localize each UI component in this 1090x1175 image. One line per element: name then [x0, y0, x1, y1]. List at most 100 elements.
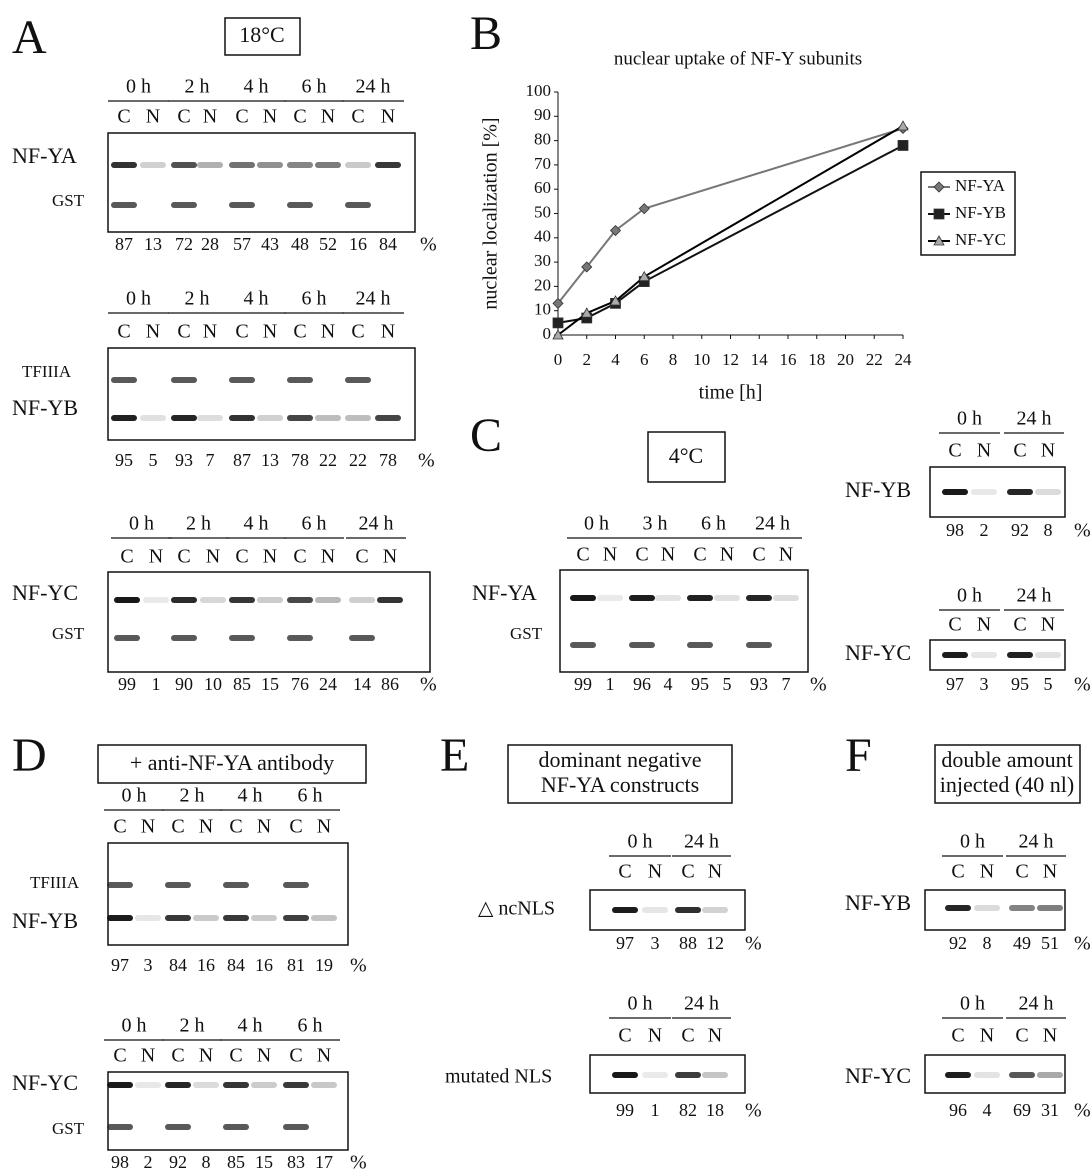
lane-label: N — [199, 816, 213, 838]
percent-unit: % — [1074, 520, 1090, 542]
lane-label: C — [948, 440, 961, 462]
lane-label: C — [635, 544, 648, 566]
time-label: 0 h — [122, 1015, 147, 1037]
x-tick-label: 8 — [669, 350, 678, 369]
lane-label: C — [229, 816, 242, 838]
band — [287, 597, 313, 603]
blot-frame — [108, 348, 415, 440]
control-band — [223, 882, 249, 888]
x-tick-label: 0 — [554, 350, 563, 369]
time-label: 0 h — [960, 993, 985, 1015]
panel-label: C — [470, 409, 502, 462]
percent-value: 51 — [1041, 933, 1059, 953]
blot-frame — [560, 570, 808, 672]
band — [375, 162, 401, 168]
x-tick-label: 20 — [837, 350, 854, 369]
time-label: 24 h — [356, 76, 391, 98]
x-tick-label: 14 — [751, 350, 769, 369]
band — [197, 162, 223, 168]
band — [377, 597, 403, 603]
band — [642, 907, 668, 913]
lane-label: N — [648, 861, 662, 883]
control-band — [171, 377, 197, 383]
lane-label: N — [317, 816, 331, 838]
percent-value: 95 — [115, 450, 133, 470]
panel-label: F — [845, 729, 872, 782]
band — [107, 1082, 133, 1088]
row-label: GST — [52, 1119, 85, 1138]
marker — [898, 121, 908, 130]
percent-value: 13 — [144, 234, 162, 254]
y-tick-label: 20 — [534, 275, 551, 294]
time-label: 24 h — [1019, 993, 1054, 1015]
percent-value: 99 — [616, 1100, 634, 1120]
band — [612, 907, 638, 913]
lane-label: C — [113, 816, 126, 838]
legend-label: NF-YB — [955, 203, 1006, 222]
y-tick-label: 50 — [534, 202, 551, 221]
band — [107, 915, 133, 921]
control-band — [171, 635, 197, 641]
band — [945, 905, 971, 911]
legend-label: NF-YC — [955, 230, 1006, 249]
control-band — [114, 635, 140, 641]
lane-label: N — [203, 321, 217, 343]
band — [257, 415, 283, 421]
percent-value: 16 — [255, 955, 273, 975]
band — [345, 162, 371, 168]
band — [1037, 1072, 1063, 1078]
band — [197, 415, 223, 421]
time-label: 2 h — [180, 785, 205, 807]
time-label: 2 h — [180, 1015, 205, 1037]
y-axis-label: nuclear localization [%] — [480, 117, 502, 309]
lane-label: C — [351, 321, 364, 343]
percent-unit: % — [418, 450, 435, 472]
percent-value: 5 — [149, 450, 158, 470]
lane-label: C — [618, 861, 631, 883]
row-label: NF-YB — [12, 908, 78, 933]
legend-label: NF-YA — [955, 176, 1006, 195]
lane-label: C — [1013, 614, 1026, 636]
x-tick-label: 10 — [693, 350, 710, 369]
time-label: 0 h — [960, 831, 985, 853]
control-band — [345, 377, 371, 383]
percent-value: 49 — [1013, 933, 1031, 953]
percent-value: 28 — [201, 234, 219, 254]
band — [143, 597, 169, 603]
x-tick-label: 22 — [866, 350, 883, 369]
lane-label: N — [317, 1045, 331, 1067]
row-label: △ ncNLS — [478, 898, 555, 920]
band — [140, 162, 166, 168]
lane-label: C — [289, 816, 302, 838]
time-label: 6 h — [302, 288, 327, 310]
percent-value: 2 — [144, 1152, 153, 1172]
percent-unit: % — [420, 674, 437, 696]
control-band — [171, 202, 197, 208]
control-band — [287, 635, 313, 641]
control-band — [287, 377, 313, 383]
band — [223, 1082, 249, 1088]
percent-value: 15 — [261, 674, 279, 694]
band — [942, 652, 968, 658]
percent-value: 52 — [319, 234, 337, 254]
percent-value: 24 — [319, 674, 337, 694]
percent-value: 97 — [111, 955, 129, 975]
percent-value: 4 — [664, 674, 673, 694]
band — [311, 1082, 337, 1088]
percent-value: 93 — [175, 450, 193, 470]
percent-unit: % — [350, 1152, 367, 1174]
band — [229, 597, 255, 603]
band — [251, 1082, 277, 1088]
percent-value: 15 — [255, 1152, 273, 1172]
time-label: 2 h — [185, 288, 210, 310]
lane-label: C — [293, 321, 306, 343]
time-label: 0 h — [957, 585, 982, 607]
percent-value: 72 — [175, 234, 193, 254]
lane-label: C — [576, 544, 589, 566]
row-label: NF-YC — [845, 640, 911, 665]
blot-frame — [108, 572, 430, 672]
y-tick-label: 100 — [526, 81, 552, 100]
x-tick-label: 12 — [722, 350, 739, 369]
time-label: 4 h — [244, 513, 269, 535]
lane-label: C — [235, 546, 248, 568]
